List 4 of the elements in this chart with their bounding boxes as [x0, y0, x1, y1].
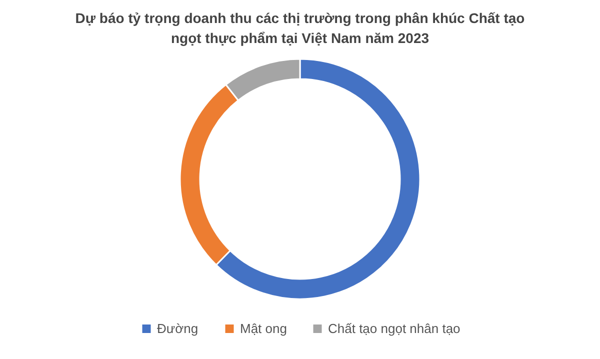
legend-label: Đường — [157, 320, 198, 336]
legend-label: Mật ong — [240, 320, 287, 336]
legend-label: Chất tạo ngọt nhân tạo — [328, 320, 460, 336]
chart-title: Dự báo tỷ trọng doanh thu các thị trường trong phân khúc Chất tạo ngọt thực phẩm tại Việt Nam năm 2023 — [75, 10, 525, 46]
